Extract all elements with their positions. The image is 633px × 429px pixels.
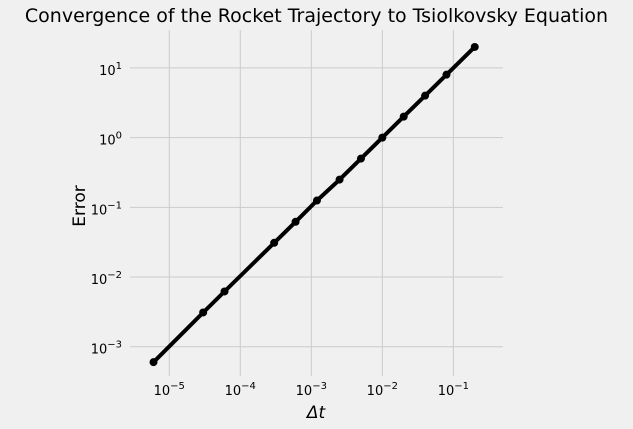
x-tick-label: 10−3	[296, 381, 327, 399]
x-axis-label: Δt	[305, 403, 327, 423]
y-tick-label: 101	[99, 61, 122, 79]
y-tick-label: 100	[99, 131, 122, 149]
x-tick-label-exponent: −4	[241, 381, 256, 392]
chart-title: Convergence of the Rocket Trajectory to …	[25, 5, 608, 27]
x-tick-label-exponent: −3	[312, 381, 327, 392]
x-tick-label-base: 10	[367, 384, 384, 399]
x-tick-label: 10−4	[225, 381, 256, 399]
y-tick-label: 10−1	[91, 200, 122, 218]
x-tick-label-base: 10	[154, 384, 171, 399]
x-tick-label-exponent: −5	[170, 381, 185, 392]
y-tick-label-exponent: −2	[107, 270, 122, 281]
y-tick-label-base: 10	[91, 343, 108, 358]
data-point	[335, 175, 344, 184]
data-point	[470, 42, 479, 51]
data-point	[421, 91, 430, 100]
data-point	[378, 133, 387, 142]
data-point	[291, 217, 300, 226]
x-tick-label-base: 10	[225, 384, 242, 399]
data-point	[220, 287, 229, 296]
y-tick-label-base: 10	[99, 64, 116, 79]
y-tick-label-base: 10	[91, 273, 108, 288]
y-tick-label-base: 10	[99, 134, 116, 149]
y-tick-label-exponent: −1	[107, 200, 122, 211]
y-tick-label: 10−2	[91, 270, 122, 288]
data-point	[356, 154, 365, 163]
y-tick-label-base: 10	[91, 203, 108, 218]
series	[149, 42, 479, 367]
x-tick-label: 10−5	[154, 381, 185, 399]
y-tick-label-exponent: 1	[116, 61, 122, 72]
x-tick-label-base: 10	[438, 384, 455, 399]
y-tick-label-exponent: 0	[116, 131, 122, 142]
x-tick-label-exponent: −2	[383, 381, 398, 392]
x-tick-label-exponent: −1	[454, 381, 469, 392]
data-point	[399, 112, 408, 121]
x-tick-label-base: 10	[296, 384, 313, 399]
y-tick-label-exponent: −3	[107, 340, 122, 351]
y-axis-label: Error	[70, 185, 90, 226]
data-point	[199, 308, 208, 317]
y-tick-label: 10−3	[91, 340, 122, 358]
data-point	[270, 238, 279, 247]
data-point	[149, 358, 158, 367]
x-tick-label: 10−1	[438, 381, 469, 399]
data-point	[312, 196, 321, 205]
grid	[130, 30, 503, 376]
data-point	[442, 70, 451, 79]
x-tick-label: 10−2	[367, 381, 398, 399]
